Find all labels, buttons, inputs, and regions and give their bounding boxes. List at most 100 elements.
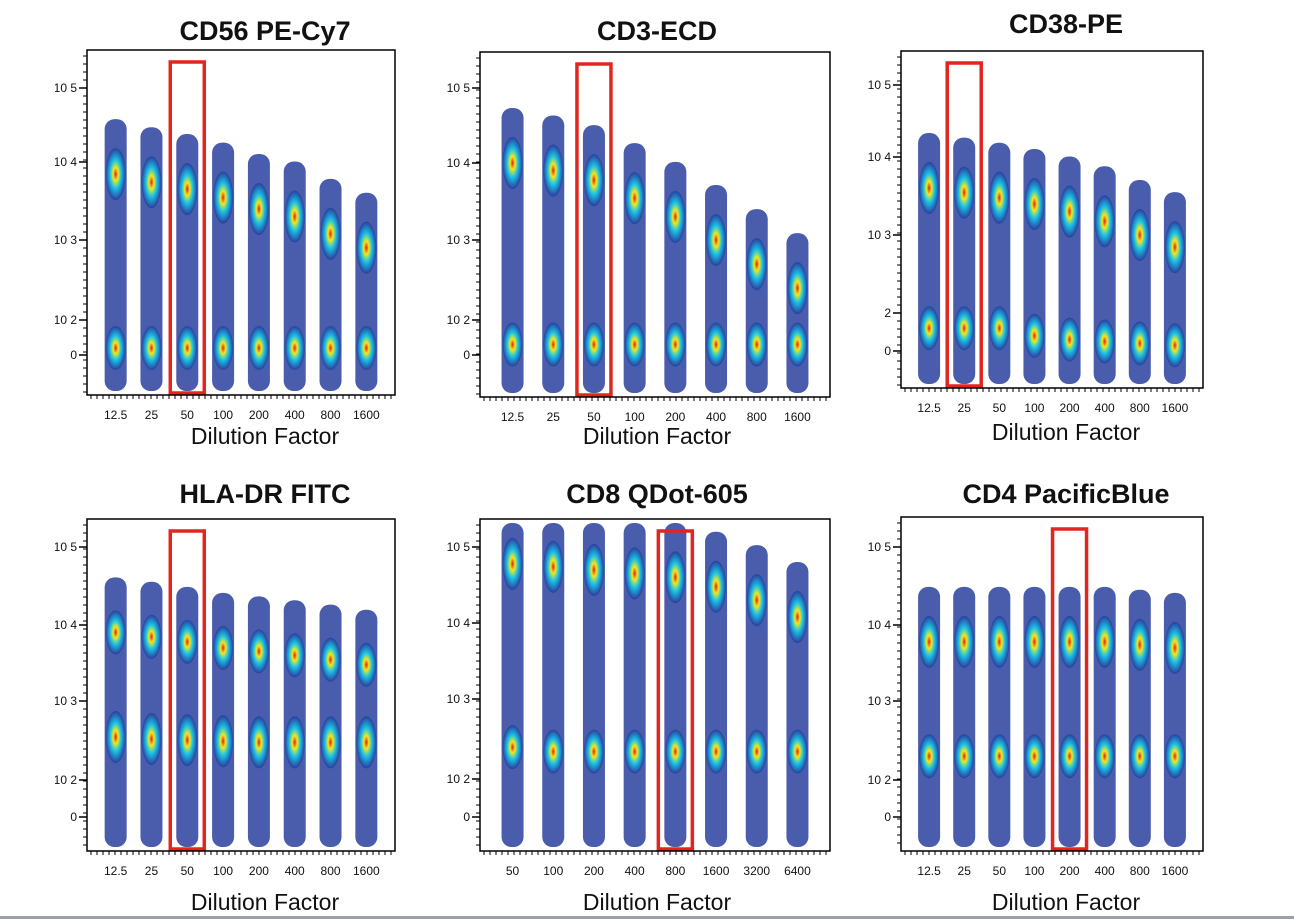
x-tick-label: 200 xyxy=(1060,401,1080,415)
population-point xyxy=(787,262,808,315)
plot-title: CD56 PE-Cy7 xyxy=(179,16,351,46)
event-column xyxy=(501,523,524,847)
density-plot: 10 5 10 4 10 3 10 2 0 50 100 200 400 800 1600 3200 6… xyxy=(447,518,831,878)
y-tick-label: 10 4 xyxy=(55,155,77,169)
x-tick-label: 800 xyxy=(747,410,767,424)
population-point xyxy=(706,214,727,266)
y-tick-label: 10 5 xyxy=(447,540,470,554)
population-point xyxy=(1164,734,1185,779)
x-tick-label: 200 xyxy=(665,410,685,424)
cd4-pacificblue-panel: CD4 PacificBlue 10 5 10 4 10 3 10 2 0 12.5 25 5… xyxy=(856,475,1276,915)
x-tick-label: 400 xyxy=(1095,401,1115,415)
x-tick-label: 1600 xyxy=(784,410,811,424)
population-point xyxy=(746,238,767,291)
population-point xyxy=(954,306,975,351)
x-tick-label: 400 xyxy=(1095,864,1115,878)
plot-title: CD38-PE xyxy=(1008,9,1124,39)
x-tick-label: 50 xyxy=(506,864,520,878)
x-axis-title: Dilution Factor xyxy=(582,423,732,449)
population-point xyxy=(320,716,341,769)
y-tick-label: 10 3 xyxy=(868,694,892,708)
x-tick-label: 400 xyxy=(285,864,305,878)
population-point xyxy=(1129,618,1150,671)
population-point xyxy=(502,537,523,590)
y-tick-label: 2 xyxy=(884,306,891,320)
highlight-box xyxy=(656,529,695,851)
x-tick-label: 100 xyxy=(1024,401,1044,415)
population-point xyxy=(746,322,767,367)
population-point xyxy=(665,551,686,604)
population-point xyxy=(248,716,269,769)
population-point xyxy=(1129,321,1150,366)
population-point xyxy=(284,326,305,370)
population-point xyxy=(141,326,162,370)
x-tick-label: 25 xyxy=(958,401,972,415)
cd3-ecd-panel: CD3-ECD 10 5 10 4 10 3 10 2 0 12.5 25 50 100 200 4… xyxy=(447,10,867,450)
highlight-box xyxy=(945,61,983,388)
population-point xyxy=(1059,317,1080,362)
population-point xyxy=(141,713,162,766)
x-tick-label: 3200 xyxy=(743,864,770,878)
x-tick-label: 800 xyxy=(665,864,685,878)
population-point xyxy=(284,716,305,769)
population-point xyxy=(919,615,940,668)
y-tick-label: 10 2 xyxy=(447,772,470,786)
plot-frame xyxy=(86,49,396,396)
y-tick-label: 10 5 xyxy=(868,78,892,92)
population-point xyxy=(502,137,523,189)
population-point xyxy=(706,729,727,774)
population-point xyxy=(356,716,377,769)
x-axis-title: Dilution Factor xyxy=(991,889,1141,915)
x-tick-label: 200 xyxy=(249,864,269,878)
x-tick-label: 1600 xyxy=(1162,401,1189,415)
population-point xyxy=(543,322,564,367)
population-point xyxy=(1094,195,1115,248)
population-point xyxy=(502,322,523,367)
population-point xyxy=(543,540,564,593)
y-tick-label: 10 3 xyxy=(447,233,470,247)
population-point xyxy=(284,190,305,243)
x-axis-title: Dilution Factor xyxy=(582,889,732,915)
y-tick-label: 10 4 xyxy=(868,618,892,632)
population-point xyxy=(502,725,523,770)
population-point xyxy=(787,590,808,643)
y-tick-label: 10 2 xyxy=(447,313,470,327)
x-tick-label: 50 xyxy=(181,408,195,422)
x-tick-label: 12.5 xyxy=(917,864,941,878)
x-tick-label: 100 xyxy=(213,408,233,422)
x-tick-label: 50 xyxy=(181,864,195,878)
x-tick-label: 25 xyxy=(958,864,972,878)
population-point xyxy=(954,615,975,668)
plot-title: CD3-ECD xyxy=(596,16,717,46)
population-point xyxy=(1094,319,1115,364)
x-tick-label: 100 xyxy=(543,864,563,878)
plot-frame xyxy=(479,518,831,852)
density-plot: 10 5 10 4 10 3 10 2 0 12.5 25 50 100 200 400 800 160… xyxy=(55,49,396,422)
population-point xyxy=(919,734,940,779)
y-tick-label: 0 xyxy=(463,348,470,362)
y-tick-label: 10 2 xyxy=(55,313,77,327)
population-point xyxy=(624,547,645,600)
y-tick-label: 10 3 xyxy=(55,233,77,247)
y-tick-label: 10 3 xyxy=(868,228,892,242)
population-point xyxy=(1164,221,1185,274)
population-point xyxy=(954,734,975,779)
highlight-box xyxy=(168,60,207,395)
cd8-qdot605-panel: CD8 QDot-605 10 5 10 4 10 3 10 2 0 50 100 200 40… xyxy=(447,475,867,915)
population-point xyxy=(543,144,564,197)
highlight-box xyxy=(168,529,207,851)
population-point xyxy=(1024,177,1045,230)
population-point xyxy=(1059,185,1080,238)
population-point xyxy=(248,326,269,370)
population-point xyxy=(1164,621,1185,674)
population-point xyxy=(177,326,198,370)
x-tick-label: 50 xyxy=(993,401,1007,415)
population-point xyxy=(583,543,604,596)
population-point xyxy=(248,182,269,235)
x-tick-label: 12.5 xyxy=(104,864,128,878)
x-tick-label: 100 xyxy=(1024,864,1044,878)
y-tick-label: 10 3 xyxy=(447,692,470,706)
x-tick-label: 50 xyxy=(587,410,601,424)
population-point xyxy=(248,629,269,674)
population-point xyxy=(624,172,645,225)
